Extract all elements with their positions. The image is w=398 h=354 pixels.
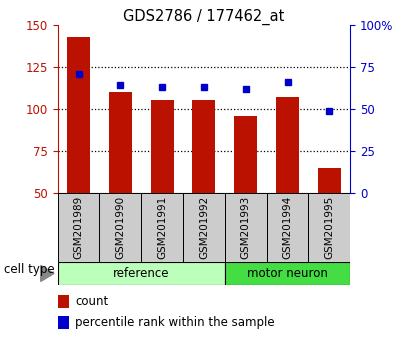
Bar xyxy=(67,36,90,193)
Text: GSM201989: GSM201989 xyxy=(74,196,84,259)
Bar xyxy=(234,115,257,193)
Bar xyxy=(58,262,225,285)
Text: motor neuron: motor neuron xyxy=(247,267,328,280)
Text: GSM201992: GSM201992 xyxy=(199,196,209,259)
Bar xyxy=(58,295,69,308)
Polygon shape xyxy=(41,266,54,281)
Text: GSM201995: GSM201995 xyxy=(324,196,334,259)
Bar xyxy=(58,193,100,262)
Bar xyxy=(109,92,132,193)
Text: percentile rank within the sample: percentile rank within the sample xyxy=(75,316,275,329)
Bar xyxy=(225,262,350,285)
Bar xyxy=(276,97,299,193)
Bar xyxy=(267,193,308,262)
Text: GSM201990: GSM201990 xyxy=(115,196,125,259)
Text: GSM201991: GSM201991 xyxy=(157,196,167,259)
Title: GDS2786 / 177462_at: GDS2786 / 177462_at xyxy=(123,8,285,25)
Bar xyxy=(100,193,141,262)
Bar xyxy=(225,193,267,262)
Bar xyxy=(318,168,341,193)
Text: reference: reference xyxy=(113,267,170,280)
Bar xyxy=(58,316,69,329)
Bar xyxy=(141,193,183,262)
Bar xyxy=(193,101,215,193)
Text: count: count xyxy=(75,295,109,308)
Bar xyxy=(183,193,225,262)
Text: GSM201993: GSM201993 xyxy=(241,196,251,259)
Bar xyxy=(308,193,350,262)
Text: cell type: cell type xyxy=(4,263,55,276)
Bar xyxy=(151,101,174,193)
Text: GSM201994: GSM201994 xyxy=(283,196,293,259)
